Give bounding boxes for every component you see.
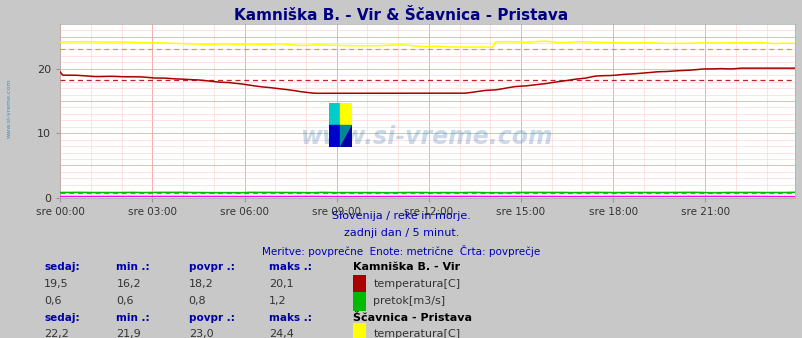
Text: 18,2: 18,2 (188, 279, 213, 289)
Bar (340, 125, 351, 147)
Text: www.si-vreme.com: www.si-vreme.com (7, 78, 12, 138)
Text: Ščavnica - Pristava: Ščavnica - Pristava (353, 313, 472, 323)
Text: Kamniška B. - Vir: Kamniška B. - Vir (353, 262, 460, 272)
Text: sedaj:: sedaj: (44, 262, 79, 272)
Text: 23,0: 23,0 (188, 329, 213, 338)
Text: zadnji dan / 5 minut.: zadnji dan / 5 minut. (343, 228, 459, 238)
Text: maks .:: maks .: (269, 262, 311, 272)
Text: min .:: min .: (116, 262, 150, 272)
Text: 21,9: 21,9 (116, 329, 141, 338)
Text: 0,6: 0,6 (116, 296, 134, 306)
Text: 16,2: 16,2 (116, 279, 141, 289)
Text: sedaj:: sedaj: (44, 313, 79, 323)
Bar (329, 103, 340, 125)
Text: Kamniška B. - Vir & Ščavnica - Pristava: Kamniška B. - Vir & Ščavnica - Pristava (234, 8, 568, 23)
Bar (340, 103, 351, 125)
Text: 0,8: 0,8 (188, 296, 206, 306)
Text: povpr .:: povpr .: (188, 262, 234, 272)
Text: min .:: min .: (116, 313, 150, 323)
Text: maks .:: maks .: (269, 313, 311, 323)
Text: Slovenija / reke in morje.: Slovenija / reke in morje. (332, 211, 470, 221)
Text: temperatura[C]: temperatura[C] (373, 329, 460, 338)
Text: 0,6: 0,6 (44, 296, 62, 306)
Text: www.si-vreme.com: www.si-vreme.com (301, 125, 553, 149)
Text: pretok[m3/s]: pretok[m3/s] (373, 296, 445, 306)
Bar (329, 125, 340, 147)
Text: povpr .:: povpr .: (188, 313, 234, 323)
Text: Meritve: povprečne  Enote: metrične  Črta: povprečje: Meritve: povprečne Enote: metrične Črta:… (262, 245, 540, 257)
Text: 1,2: 1,2 (269, 296, 286, 306)
Text: temperatura[C]: temperatura[C] (373, 279, 460, 289)
Text: 19,5: 19,5 (44, 279, 69, 289)
Polygon shape (340, 125, 351, 147)
Text: 22,2: 22,2 (44, 329, 69, 338)
Text: 20,1: 20,1 (269, 279, 294, 289)
Text: 24,4: 24,4 (269, 329, 294, 338)
